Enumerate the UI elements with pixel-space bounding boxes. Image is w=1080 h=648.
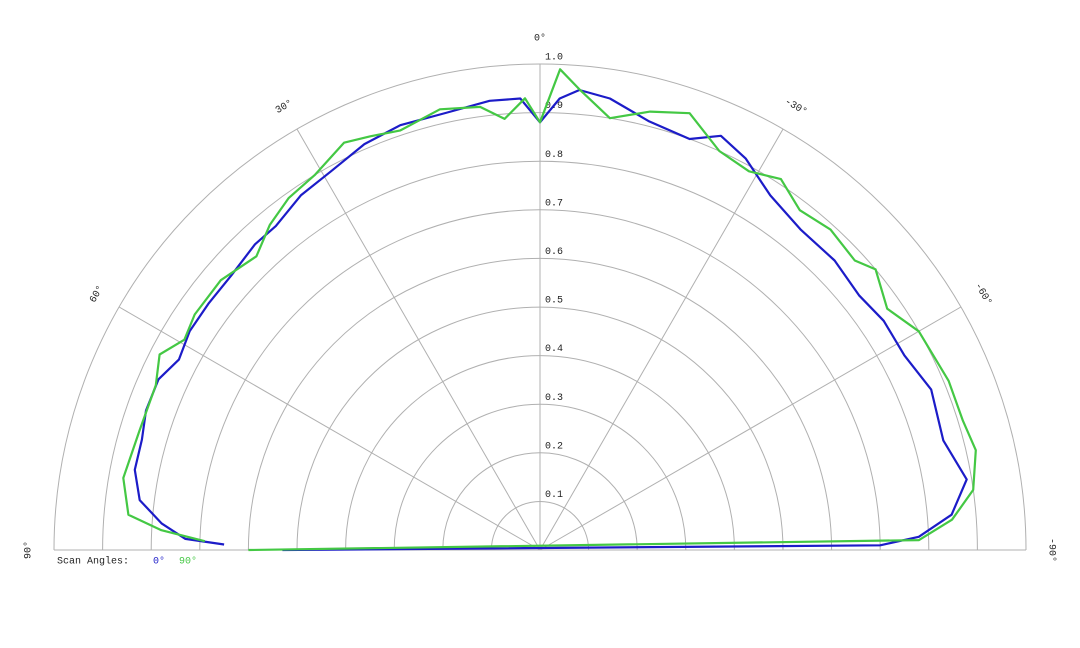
r-tick-label: 0.6	[545, 247, 563, 258]
theta-tick-label: -90°	[1045, 538, 1057, 562]
grid-spoke	[118, 306, 541, 551]
r-tick-label: 1.0	[545, 53, 563, 64]
theta-tick-label: 60°	[87, 284, 106, 306]
r-tick-label: 0.5	[545, 296, 563, 307]
r-tick-label: 0.7	[545, 198, 563, 209]
grid-spoke	[539, 306, 962, 551]
r-tick-label: 0.8	[545, 150, 563, 161]
series-line	[122, 68, 977, 552]
legend-entry: 0°	[153, 556, 165, 568]
legend-entry: 90°	[179, 556, 197, 568]
r-tick-label: 0.4	[545, 344, 563, 355]
grid-spoke	[296, 128, 541, 551]
legend-title: Scan Angles:	[57, 556, 129, 568]
grid-spoke	[539, 128, 784, 551]
r-tick-label: 0.1	[545, 490, 563, 501]
theta-tick-label: 30°	[274, 97, 296, 116]
r-tick-label: 0.3	[545, 393, 563, 404]
theta-tick-label: -60°	[972, 281, 994, 308]
theta-tick-label: -30°	[782, 96, 809, 118]
theta-tick-label: 90°	[23, 541, 35, 559]
r-tick-label: 0.2	[545, 441, 563, 452]
theta-tick-label: 0°	[534, 33, 546, 45]
